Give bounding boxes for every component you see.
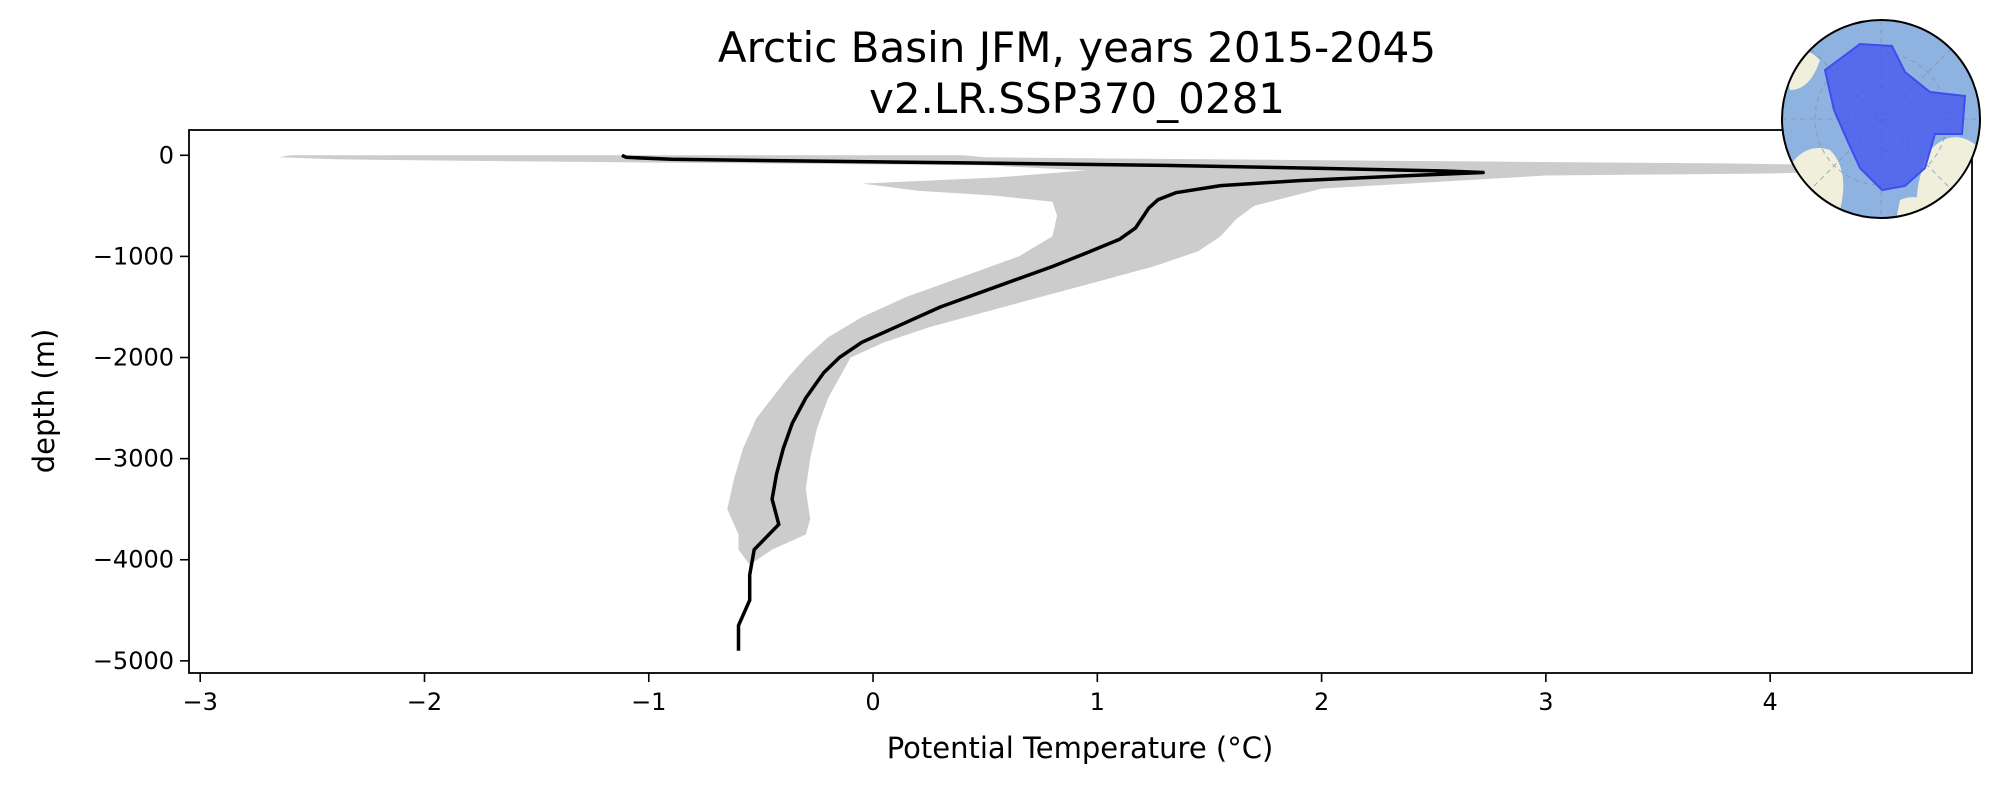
y-tick-label: −2000 — [93, 344, 174, 372]
y-axis-label: depth (m) — [27, 329, 61, 474]
y-tick-label: −4000 — [93, 546, 174, 574]
y-tick-label: 0 — [159, 141, 174, 169]
arctic-basin-region — [1823, 42, 1967, 192]
x-tick-label: −2 — [407, 688, 442, 716]
x-axis-label: Potential Temperature (°C) — [887, 731, 1274, 765]
y-axis: 0 −1000 −2000 −3000 −4000 −5000 — [93, 141, 189, 675]
y-tick-label: −5000 — [93, 647, 174, 675]
spread-band — [278, 155, 1883, 565]
map-land — [1782, 50, 1980, 218]
x-tick-label: −3 — [183, 688, 218, 716]
map-border — [1781, 19, 1981, 219]
plot-frame — [188, 129, 1973, 674]
x-tick-label: −1 — [631, 688, 666, 716]
x-axis: −3 −2 −1 0 1 2 3 4 — [183, 673, 1778, 716]
y-tick-label: −3000 — [93, 445, 174, 473]
x-tick-label: 0 — [865, 688, 880, 716]
x-tick-label: 2 — [1314, 688, 1329, 716]
y-tick-label: −1000 — [93, 242, 174, 270]
mean-profile-line — [621, 153, 1485, 651]
chart-title: Arctic Basin JFM, years 2015-2045 — [718, 23, 1436, 72]
x-tick-label: 3 — [1538, 688, 1553, 716]
plot-area: −3 −2 −1 0 1 2 3 4 0 −1000 −2000 −3000 −4000 −5000 — [93, 129, 1973, 716]
region-inset-map — [1781, 19, 1981, 219]
chart-subtitle: v2.LR.SSP370_0281 — [869, 74, 1285, 123]
x-tick-label: 4 — [1763, 688, 1778, 716]
x-tick-label: 1 — [1090, 688, 1105, 716]
